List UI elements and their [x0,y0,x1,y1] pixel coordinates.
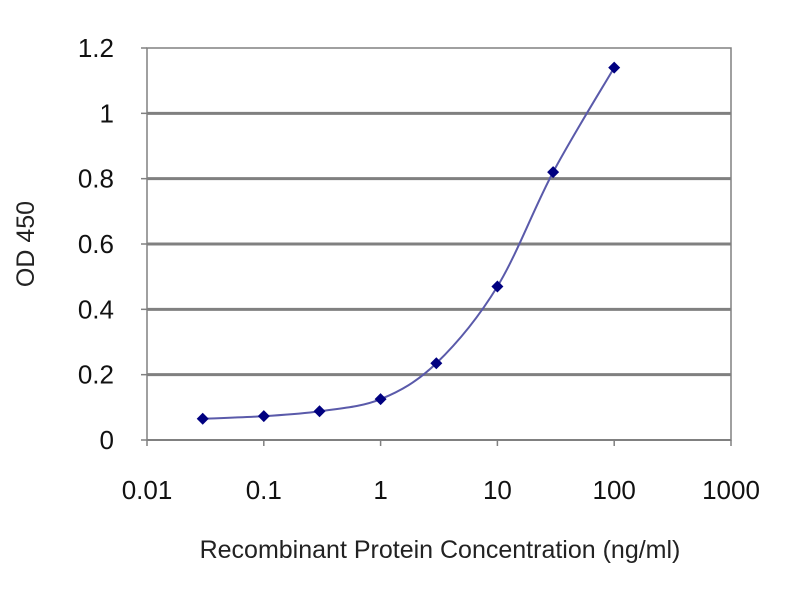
y-axis-title: OD 450 [12,201,40,287]
y-tick-label-0: 0 [100,425,114,455]
gridlines [147,111,731,441]
y-tick-label-0.8: 0.8 [78,164,114,194]
data-point-0-0 [196,412,209,425]
y-tick-label-1: 1 [100,98,114,128]
data-point-0-1 [257,410,270,423]
y-tick-label-1.2: 1.2 [78,33,114,63]
x-axis-ticks: 0.01 0.1 1 10 100 1000 [122,440,760,505]
x-tick-label-0.01: 0.01 [122,475,173,505]
data-point-0-2 [313,405,326,418]
y-tick-label-0.6: 0.6 [78,229,114,259]
y-axis-ticks: 0 0.2 0.4 0.6 0.8 1 1.2 [78,33,147,455]
x-tick-label-1: 1 [373,475,387,505]
x-tick-label-100: 100 [593,475,636,505]
data-points [196,61,621,425]
x-axis-title: Recombinant Protein Concentration (ng/ml… [200,536,681,564]
data-point-0-5 [491,280,504,293]
data-point-0-4 [430,357,443,370]
y-tick-label-0.2: 0.2 [78,360,114,390]
data-point-0-6 [547,166,560,179]
data-point-0-3 [374,393,387,406]
y-tick-label-0.4: 0.4 [78,294,114,324]
x-tick-label-1000: 1000 [702,475,760,505]
x-tick-label-10: 10 [483,475,512,505]
x-tick-label-0.1: 0.1 [246,475,282,505]
data-point-0-7 [608,61,621,74]
